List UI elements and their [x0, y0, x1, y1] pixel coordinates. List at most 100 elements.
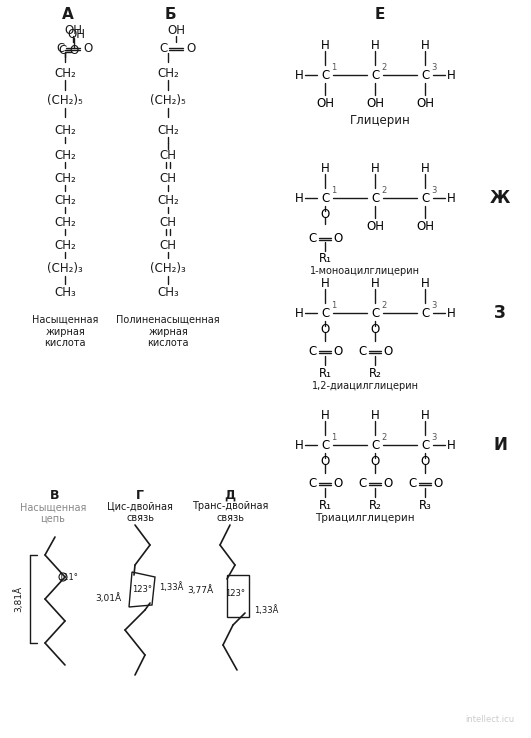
Text: CH₂: CH₂: [54, 66, 76, 80]
Text: R₁: R₁: [319, 367, 331, 379]
Text: CH₂: CH₂: [54, 238, 76, 252]
Text: C: C: [160, 41, 168, 55]
Text: CH: CH: [159, 148, 176, 162]
Text: OH: OH: [416, 219, 434, 232]
Text: O: O: [83, 41, 92, 55]
Text: C: C: [359, 345, 367, 357]
Text: O: O: [383, 345, 392, 357]
Text: CH₃: CH₃: [54, 286, 76, 298]
Text: H: H: [321, 277, 329, 289]
Text: 1,2-диацилглицерин: 1,2-диацилглицерин: [312, 381, 418, 391]
Text: 3: 3: [431, 185, 436, 195]
Text: 3,81Å: 3,81Å: [13, 586, 23, 612]
Text: H: H: [321, 409, 329, 421]
Text: (CH₂)₃: (CH₂)₃: [150, 261, 186, 275]
Text: CH₂: CH₂: [157, 66, 179, 80]
Text: 1,33Å: 1,33Å: [159, 582, 183, 592]
Text: H: H: [295, 306, 303, 320]
Text: Г: Г: [136, 489, 144, 502]
Text: H: H: [447, 69, 456, 81]
Text: R₁: R₁: [319, 498, 331, 511]
Text: O: O: [320, 455, 330, 467]
Text: 1: 1: [331, 185, 336, 195]
Text: O: O: [371, 323, 380, 336]
Text: 1: 1: [331, 300, 336, 309]
Text: CH: CH: [159, 215, 176, 229]
Text: H: H: [295, 69, 303, 81]
Text: Триацилглицерин: Триацилглицерин: [315, 513, 415, 523]
Text: C: C: [371, 69, 379, 81]
Text: O: O: [433, 477, 442, 489]
Text: H: H: [371, 277, 379, 289]
Text: O: O: [371, 455, 380, 467]
Text: OH: OH: [366, 219, 384, 232]
Text: R₁: R₁: [319, 252, 331, 264]
Text: O: O: [421, 455, 430, 467]
Text: R₂: R₂: [369, 498, 381, 511]
Text: C: C: [359, 477, 367, 489]
Text: 111°: 111°: [58, 573, 78, 582]
Text: CH₂: CH₂: [157, 123, 179, 137]
Text: Насыщенная
цепь: Насыщенная цепь: [20, 502, 86, 524]
Text: (CH₂)₅: (CH₂)₅: [150, 94, 186, 106]
Text: OH: OH: [366, 97, 384, 109]
Text: H: H: [447, 438, 456, 452]
Text: C: C: [409, 477, 417, 489]
Text: O: O: [333, 477, 342, 489]
Text: Насыщенная
жирная
кислота: Насыщенная жирная кислота: [32, 315, 98, 348]
Text: C: C: [309, 477, 317, 489]
Text: OH: OH: [167, 24, 185, 36]
Text: 1: 1: [331, 432, 336, 441]
Text: O: O: [320, 207, 330, 221]
Text: 3: 3: [431, 63, 436, 72]
Text: Полиненасыщенная
жирная
кислота: Полиненасыщенная жирная кислота: [116, 315, 220, 348]
Text: OH: OH: [416, 97, 434, 109]
Text: C: C: [321, 191, 329, 204]
Text: C: C: [421, 69, 429, 81]
Text: CH₂: CH₂: [54, 123, 76, 137]
Text: H: H: [421, 409, 430, 421]
Text: 123°: 123°: [132, 585, 152, 595]
Text: R₃: R₃: [418, 498, 432, 511]
Text: OH: OH: [64, 24, 82, 36]
Text: C: C: [321, 69, 329, 81]
Text: CH: CH: [159, 238, 176, 252]
Text: O: O: [186, 41, 195, 55]
Text: 2: 2: [381, 185, 386, 195]
Text: CH: CH: [159, 171, 176, 184]
Text: H: H: [447, 306, 456, 320]
Text: C: C: [421, 306, 429, 320]
Text: O: O: [333, 345, 342, 357]
Text: 3: 3: [431, 432, 436, 441]
Text: H: H: [421, 277, 430, 289]
Text: Д: Д: [225, 489, 236, 502]
Text: CH₂: CH₂: [54, 215, 76, 229]
Text: Е: Е: [375, 7, 385, 21]
Text: H: H: [447, 191, 456, 204]
Text: C: C: [58, 44, 66, 57]
Text: C: C: [57, 41, 65, 55]
Text: Б: Б: [164, 7, 176, 21]
Text: CH₃: CH₃: [157, 286, 179, 298]
Text: R₂: R₂: [369, 367, 381, 379]
Text: Глицерин: Глицерин: [349, 114, 410, 126]
Text: И: И: [493, 436, 507, 454]
Text: З: З: [494, 304, 506, 322]
Text: H: H: [321, 162, 329, 174]
Text: intellect.icu: intellect.icu: [466, 716, 515, 725]
Text: Ж: Ж: [490, 189, 510, 207]
Text: H: H: [321, 38, 329, 52]
Text: O: O: [70, 44, 79, 57]
Text: H: H: [371, 409, 379, 421]
Text: 1: 1: [331, 63, 336, 72]
Text: 3,01Å: 3,01Å: [95, 593, 121, 603]
Text: H: H: [421, 38, 430, 52]
Text: CH₂: CH₂: [54, 193, 76, 207]
Text: C: C: [309, 232, 317, 244]
Text: 123°: 123°: [225, 588, 245, 598]
Text: Транс-двойная
связь: Транс-двойная связь: [192, 501, 268, 523]
Text: C: C: [421, 438, 429, 452]
Text: (CH₂)₃: (CH₂)₃: [47, 261, 83, 275]
Text: O: O: [333, 232, 342, 244]
Text: C: C: [321, 306, 329, 320]
